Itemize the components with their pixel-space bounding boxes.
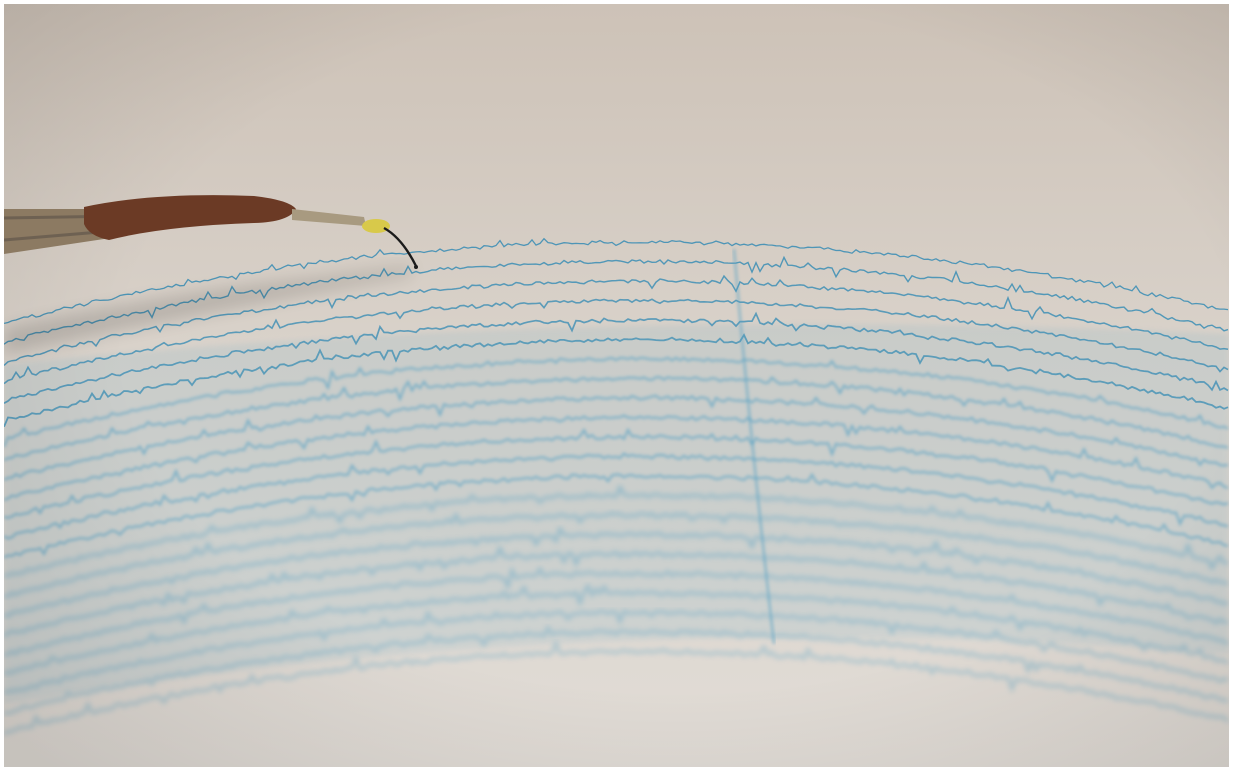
seismograph-photo — [4, 4, 1229, 767]
stylus-arm — [4, 195, 418, 269]
stylus-shadow — [4, 266, 414, 354]
vignette-overlay — [4, 4, 1229, 767]
seismograph-scene — [4, 4, 1229, 767]
